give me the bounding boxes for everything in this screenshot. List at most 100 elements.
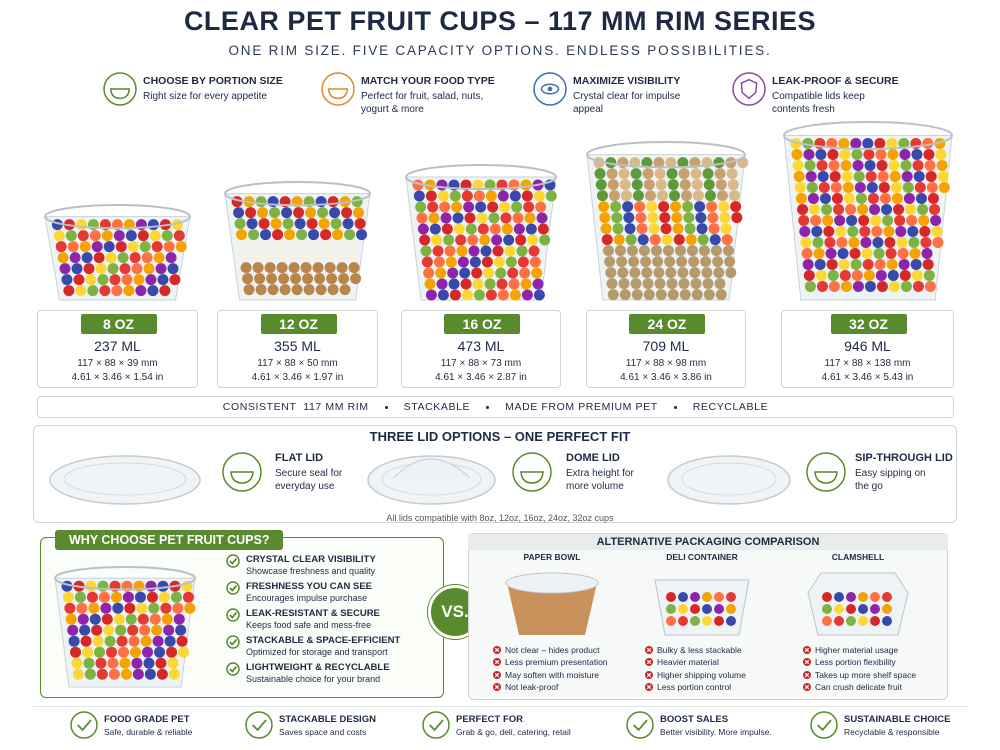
food [619, 179, 631, 191]
food [129, 252, 141, 264]
food [724, 256, 736, 268]
food [311, 251, 323, 263]
food [243, 284, 255, 296]
food [79, 624, 91, 636]
food [94, 646, 106, 658]
food [866, 181, 878, 193]
food [659, 212, 671, 224]
food [902, 181, 914, 193]
food [888, 159, 900, 171]
food [792, 159, 804, 171]
food [678, 604, 688, 614]
lid-image [667, 455, 791, 505]
food [354, 218, 366, 230]
feature-text: Compatible lids keep contents fresh [772, 91, 865, 115]
food [846, 616, 856, 626]
food [84, 668, 96, 680]
icon-shape [814, 471, 838, 484]
food [635, 212, 647, 224]
strip-dot [486, 405, 490, 409]
food [667, 289, 679, 301]
x-icon [803, 646, 811, 654]
food [696, 223, 708, 235]
food [857, 214, 869, 226]
column-name: DELI CONTAINER [666, 552, 738, 562]
food [83, 657, 95, 669]
food [666, 278, 678, 290]
food [859, 236, 871, 248]
food [937, 170, 949, 182]
food [877, 170, 889, 182]
food [898, 148, 910, 160]
food [424, 278, 436, 290]
food [270, 218, 282, 230]
food [873, 137, 885, 149]
food [294, 218, 306, 230]
food [846, 225, 858, 237]
food [281, 207, 293, 219]
food [487, 201, 499, 213]
food [819, 192, 831, 204]
food [258, 218, 270, 230]
icon-shape [327, 88, 349, 100]
feature-title: MATCH YOUR FOOD TYPE [361, 75, 495, 87]
food [641, 157, 653, 169]
food [533, 190, 545, 202]
food [727, 179, 739, 191]
feature-strip: CONSISTENT 117 MM RIM STACKABLE MADE FROM … [37, 396, 954, 418]
food [266, 273, 278, 285]
food [167, 263, 179, 275]
food [248, 229, 260, 241]
food [472, 278, 484, 290]
food [803, 269, 815, 281]
food [59, 263, 71, 275]
x-mark [494, 684, 500, 690]
food [831, 192, 843, 204]
food [719, 212, 731, 224]
food [619, 289, 631, 301]
feature-text: Perfect for fruit, salad, nuts, yogurt &… [361, 91, 484, 115]
food [858, 225, 870, 237]
food [275, 251, 287, 263]
food [843, 192, 855, 204]
icon [226, 662, 240, 676]
package-image [654, 579, 750, 636]
food [867, 192, 879, 204]
food [825, 247, 837, 259]
comparison-point: Less portion control [657, 681, 732, 692]
page-title: CLEAR PET FRUIT CUPS – 117 MM RIM SERIES [183, 6, 817, 36]
food [805, 170, 817, 182]
size-in: 4.61 × 3.46 × 2.87 in [435, 372, 527, 383]
food [504, 245, 516, 257]
icon-ring [226, 662, 240, 676]
food [468, 245, 480, 257]
food [629, 267, 641, 279]
food [922, 258, 934, 270]
food [445, 256, 457, 268]
food [794, 181, 806, 193]
food [646, 201, 658, 213]
food [701, 267, 713, 279]
food [95, 263, 107, 275]
food [607, 289, 619, 301]
food [611, 212, 623, 224]
food [175, 624, 187, 636]
food [135, 285, 147, 297]
food [285, 240, 297, 252]
lid-text: Extra height for more volume [566, 468, 634, 492]
food [667, 179, 679, 191]
food [153, 252, 165, 264]
food [113, 613, 125, 625]
food [931, 236, 943, 248]
food [830, 181, 842, 193]
food [432, 245, 444, 257]
food [297, 240, 309, 252]
food [876, 159, 888, 171]
food [930, 225, 942, 237]
food [512, 212, 524, 224]
food [347, 251, 359, 263]
food [683, 212, 695, 224]
food [327, 196, 339, 208]
food [936, 159, 948, 171]
food [600, 223, 612, 235]
